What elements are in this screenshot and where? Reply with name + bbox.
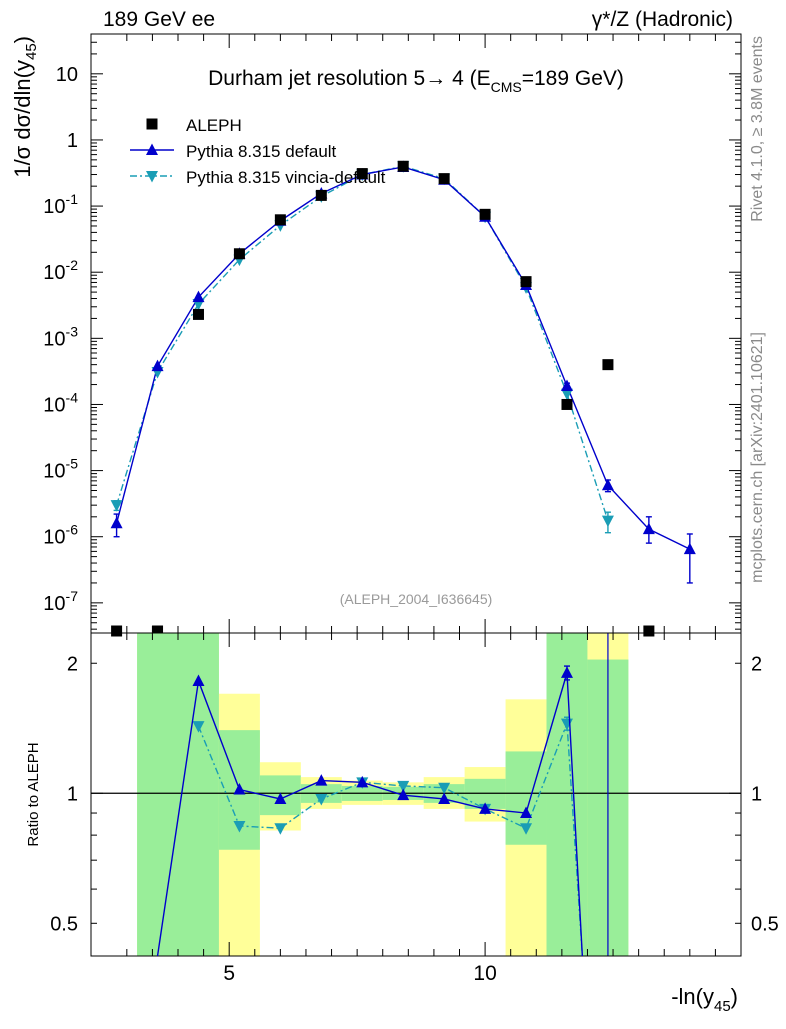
main-ytick-label-4: 10-3 (43, 323, 78, 350)
ratio-ytick-label-right-1: 1 (751, 783, 762, 805)
ratio-y-axis-label: Ratio to ALEPH (25, 742, 42, 846)
main-y-axis-label: 1/σ dσ/dln(y45) (10, 36, 40, 178)
ylabel-sub: 45 (23, 43, 40, 60)
chart-title: Durham jet resolution 5→ 4 (ECMS=189 GeV… (208, 67, 624, 95)
main-ytick-label-6: 10-5 (43, 456, 78, 483)
aleph-point-12 (602, 359, 613, 370)
default-point-1 (152, 360, 164, 372)
legend-label-0: ALEPH (186, 116, 242, 135)
header-left-label: 189 GeV ee (103, 8, 215, 31)
default-series-line (117, 167, 690, 549)
ytick-base: 10 (43, 328, 65, 350)
default-point-12 (602, 479, 614, 491)
main-ytick-label-1: 1 (67, 130, 78, 152)
xlabel-tail: ) (731, 984, 738, 1009)
default-point-14 (684, 543, 696, 555)
aleph-point-5 (316, 190, 327, 201)
aleph-point-3 (234, 248, 245, 259)
xlabel-main: -ln(y (671, 984, 714, 1009)
main-ytick-label-7: 10-6 (43, 522, 78, 549)
aleph-point-8 (439, 173, 450, 184)
ytick-base: 10 (43, 527, 65, 549)
xtick-label-0: 5 (223, 962, 235, 985)
analysis-watermark: (ALEPH_2004_I636645) (340, 591, 493, 607)
ytick-base: 10 (43, 262, 65, 284)
ratio-ytick-label-right-0: 2 (751, 653, 762, 675)
rivet-version-label: Rivet 4.1.0, ≥ 3.8M events (749, 36, 766, 222)
ytick-exponent: -7 (66, 588, 79, 604)
title-sub: CMS (491, 79, 522, 95)
x-axis-label: -ln(y45) (671, 984, 738, 1015)
main-panel: 10110-110-210-310-410-510-610-71/σ dσ/dl… (10, 34, 741, 637)
title-tail: =189 GeV) (522, 67, 624, 90)
legend-marker-aleph (147, 119, 158, 130)
legend-marker-vincia (146, 171, 158, 183)
ratio-ytick-label-left-2: 0.5 (50, 913, 78, 935)
ytick-base: 10 (43, 593, 65, 615)
default-point-0 (111, 517, 123, 529)
main-ytick-label-8: 10-7 (43, 588, 78, 615)
mcplots-label: mcplots.cern.ch [arXiv:2401.10621] (749, 332, 766, 583)
aleph-point-13 (643, 626, 654, 637)
ytick-exponent: -2 (66, 257, 79, 273)
ytick-exponent: -3 (66, 323, 79, 339)
ytick-exponent: -4 (66, 389, 79, 405)
main-ytick-label-2: 10-1 (43, 191, 78, 218)
ytick-exponent: -5 (66, 456, 79, 472)
aleph-point-2 (193, 309, 204, 320)
aleph-point-0 (111, 626, 122, 637)
vincia-point-12 (602, 516, 614, 528)
vincia-series-line (117, 166, 608, 520)
aleph-point-9 (480, 209, 491, 220)
main-ytick-label-3: 10-2 (43, 257, 78, 284)
ratio-ytick-label-right-2: 0.5 (751, 913, 779, 935)
ytick-base: 10 (43, 394, 65, 416)
ratio-ytick-label-left-0: 2 (67, 653, 78, 675)
ratio-panel: 2 2 1 1 0.5 0.5 Ratio to ALEPH 5 10 -ln(y45) (25, 633, 779, 1015)
main-ytick-label-5: 10-4 (43, 389, 78, 416)
legend-label-1: Pythia 8.315 default (186, 142, 337, 161)
header-right-label: γ*/Z (Hadronic) (592, 8, 733, 31)
chart-canvas: 189 GeV ee γ*/Z (Hadronic) Rivet 4.1.0, … (0, 0, 786, 1024)
xlabel-sub: 45 (714, 998, 731, 1015)
title-main: Durham jet resolution 5→ 4 (E (208, 67, 490, 90)
ytick-exponent: -1 (66, 191, 79, 207)
plot-area: 189 GeV ee γ*/Z (Hadronic) Rivet 4.1.0, … (0, 0, 786, 1024)
aleph-point-7 (398, 161, 409, 172)
ratio-ytick-label-left-1: 1 (67, 783, 78, 805)
legend-marker-default (146, 144, 158, 156)
ytick-base: 10 (43, 196, 65, 218)
ylabel-tail: ) (10, 36, 35, 43)
aleph-point-4 (275, 214, 286, 225)
ytick-exponent: -6 (66, 522, 79, 538)
ylabel-main: 1/σ dσ/dln(y (10, 60, 35, 178)
aleph-point-11 (561, 399, 572, 410)
aleph-point-10 (521, 276, 532, 287)
ytick-base: 10 (43, 461, 65, 483)
legend-label-2: Pythia 8.315 vincia-default (186, 168, 386, 187)
green-band-0 (137, 633, 219, 956)
xtick-label-1: 10 (473, 962, 496, 985)
main-ytick-label-0: 10 (56, 64, 78, 86)
